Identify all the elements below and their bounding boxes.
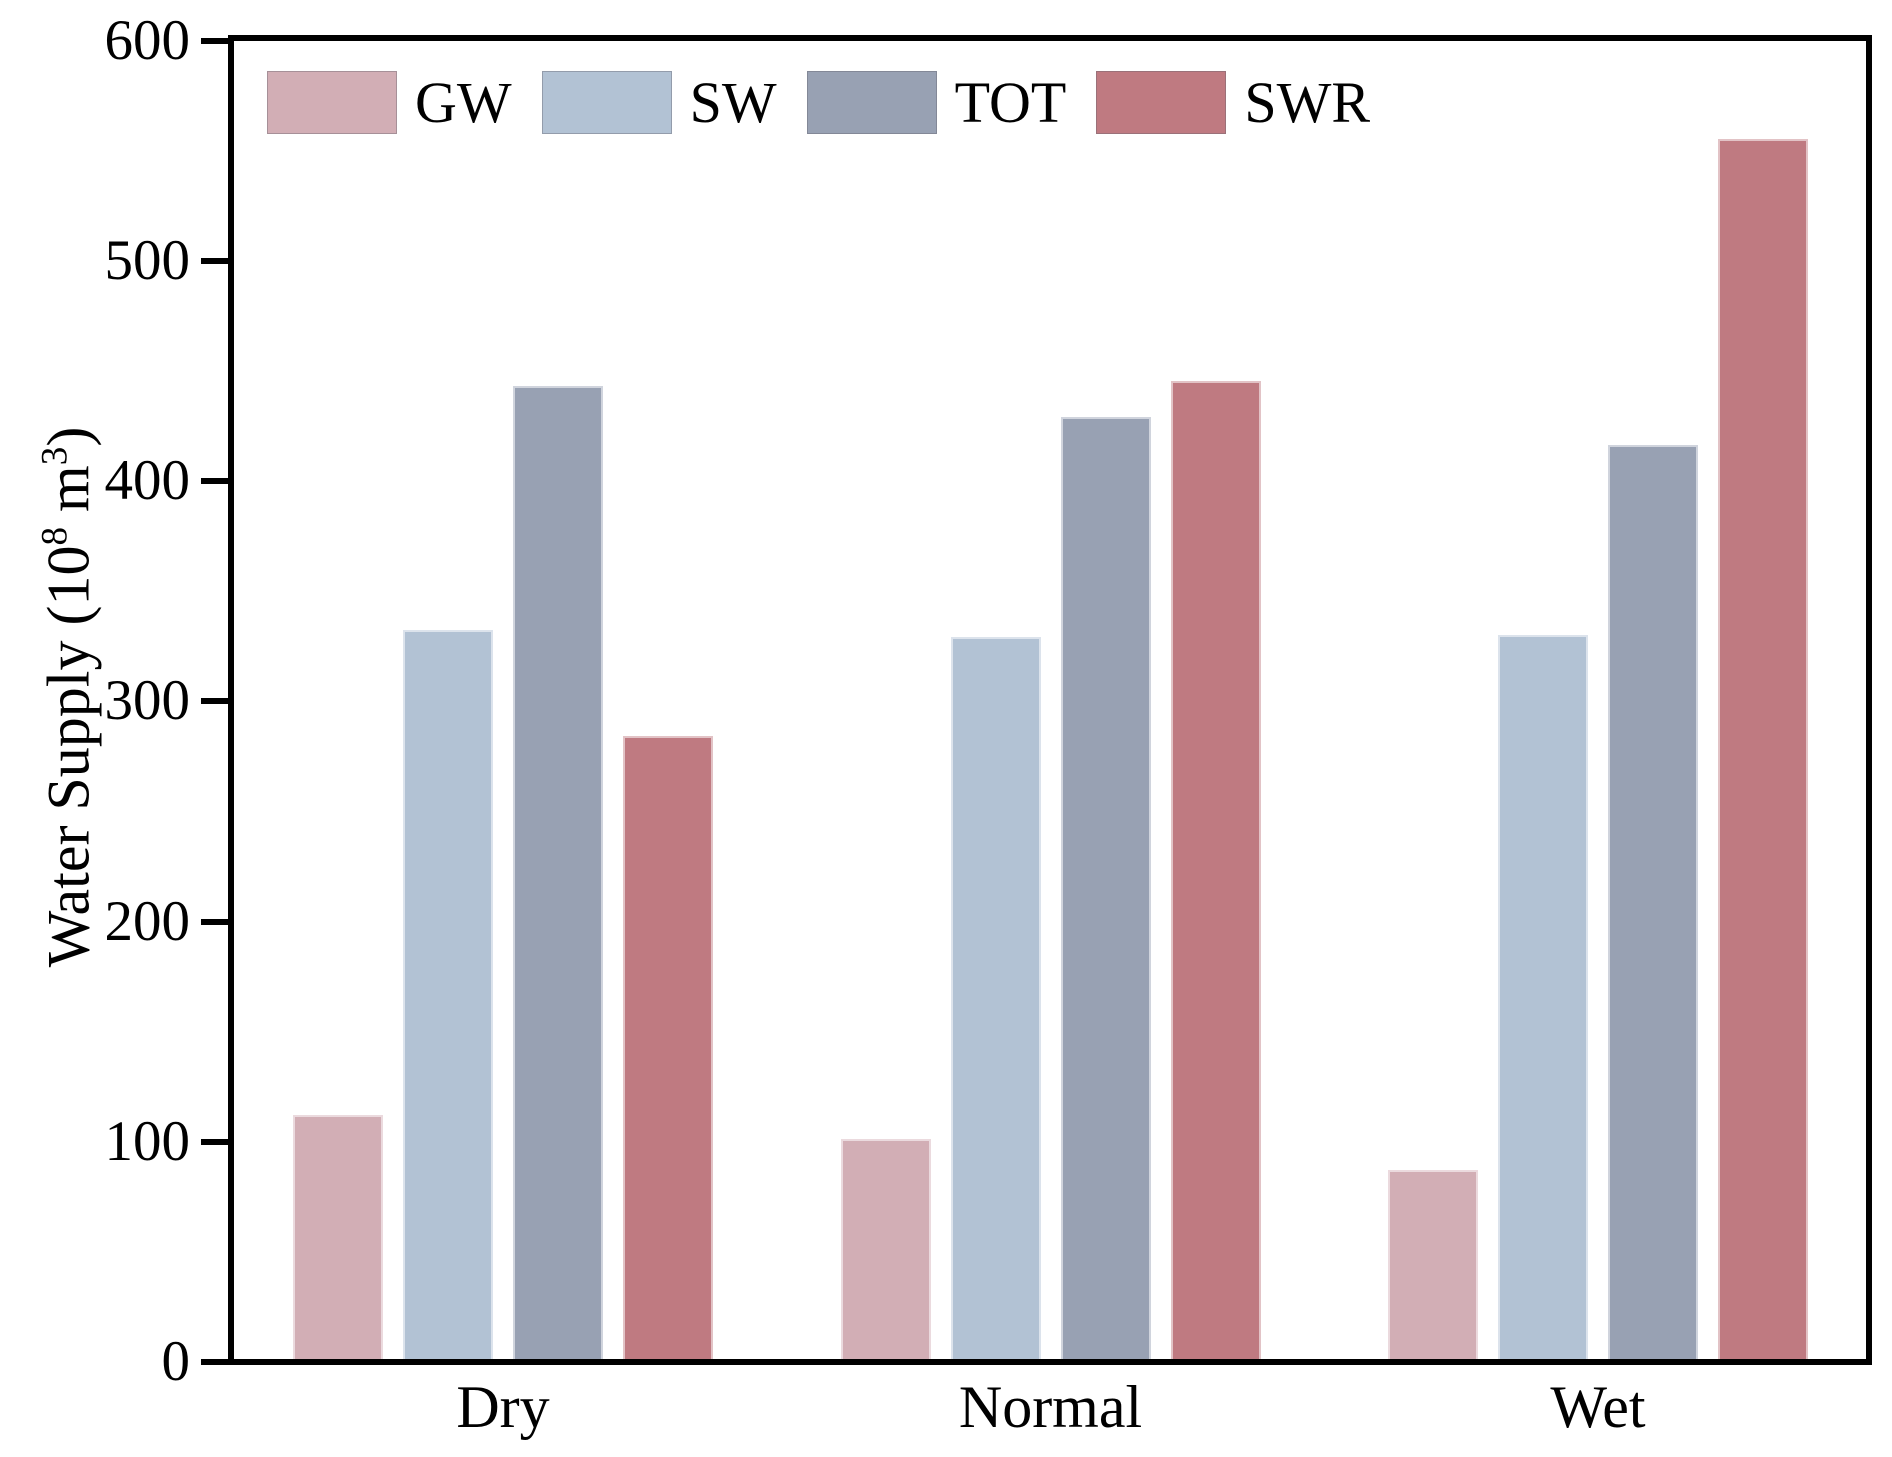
bar-swr-wet xyxy=(1718,139,1808,1359)
legend-swatch-tot xyxy=(806,70,937,134)
legend-item-tot: TOT xyxy=(806,69,1067,135)
legend-swatch-sw xyxy=(541,70,672,134)
legend-item-swr: SWR xyxy=(1096,69,1371,135)
x-axis-label-normal: Normal xyxy=(958,1374,1143,1440)
bar-tot-dry xyxy=(513,385,603,1359)
legend-item-sw: SW xyxy=(541,69,777,135)
bar-tot-wet xyxy=(1608,445,1698,1359)
legend-swatch-gw xyxy=(267,70,397,134)
bar-sw-wet xyxy=(1498,634,1588,1359)
x-axis-label-dry: Dry xyxy=(456,1374,550,1440)
y-tick-mark-400 xyxy=(201,478,228,485)
y-axis-title-close-paren: ) xyxy=(35,426,102,447)
y-tick-label-500: 500 xyxy=(104,229,191,293)
bar-swr-normal xyxy=(1170,381,1261,1359)
y-tick-mark-0 xyxy=(201,1359,228,1365)
legend-item-gw: GW xyxy=(267,69,512,135)
bar-gw-normal xyxy=(840,1138,931,1359)
bar-swr-dry xyxy=(623,735,713,1359)
y-axis-title-superscript-8: 8 xyxy=(34,526,76,546)
bar-sw-normal xyxy=(950,636,1041,1359)
legend-label-sw: SW xyxy=(689,69,777,135)
y-tick-label-400: 400 xyxy=(104,449,191,513)
legend-swatch-swr xyxy=(1096,70,1227,134)
y-tick-label-100: 100 xyxy=(104,1109,191,1173)
y-tick-mark-200 xyxy=(201,918,228,925)
y-tick-label-0: 0 xyxy=(161,1330,191,1393)
bar-gw-dry xyxy=(293,1114,383,1359)
y-tick-label-600: 600 xyxy=(104,8,191,72)
bar-tot-normal xyxy=(1060,416,1151,1359)
bar-sw-dry xyxy=(403,630,493,1359)
y-tick-label-200: 200 xyxy=(104,889,191,953)
x-axis-label-wet: Wet xyxy=(1550,1374,1646,1440)
legend-label-swr: SWR xyxy=(1244,69,1371,135)
y-tick-label-300: 300 xyxy=(104,669,191,733)
y-tick-mark-300 xyxy=(201,698,228,705)
y-tick-mark-600 xyxy=(201,37,228,44)
bar-gw-wet xyxy=(1388,1169,1478,1359)
legend-label-gw: GW xyxy=(415,69,512,135)
legend: GW SW TOT SWR xyxy=(267,70,1370,134)
y-tick-mark-100 xyxy=(201,1138,228,1145)
plot-area: GW SW TOT SWR xyxy=(228,35,1872,1365)
y-tick-mark-500 xyxy=(201,258,228,265)
legend-label-tot: TOT xyxy=(954,69,1067,135)
